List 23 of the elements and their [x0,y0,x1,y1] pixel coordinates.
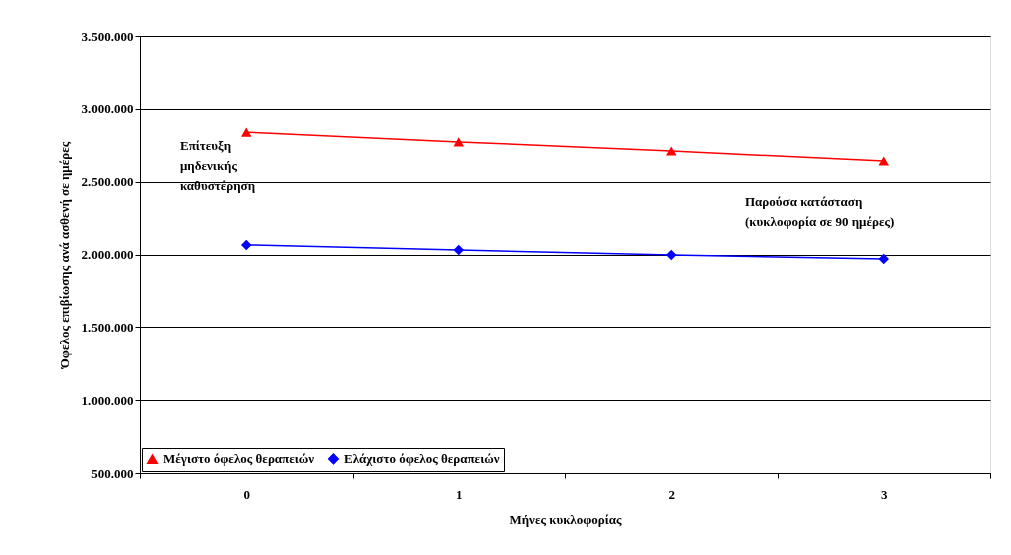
x-tick-label: 0 [243,486,250,502]
point [878,253,889,265]
legend-label: Μέγιστο όφελος θεραπειών [163,451,315,467]
x-tick-label: 1 [456,486,463,502]
y-tick-label: 500.000 [91,465,134,481]
y-tick-label: 2.500.000 [81,174,134,190]
x-tick-label: 3 [881,486,888,502]
point [666,249,677,261]
y-tick-label: 1.500.000 [81,319,134,335]
point [878,156,889,166]
point [241,127,252,137]
x-tick-label: 2 [668,486,675,502]
point [453,244,464,256]
x-axis-title: Μήνες κυκλοφορίας [509,511,623,527]
y-tick-label: 1.000.000 [81,392,134,408]
y-tick-label: 3.000.000 [81,101,134,117]
point [666,146,677,156]
legend-label: Ελάχιστο όφελος θεραπειών [344,450,500,466]
y-tick-label: 2.000.000 [81,247,134,262]
point [241,239,252,251]
annotation: Παρούσα κατάσταση (κυκλοφορία σε 90 ημέρες) [745,194,895,229]
y-tick-label: 3.500.000 [81,28,134,44]
y-axis-title: Όφελος επιβίωσης ανά ασθενή σε ημέρες [56,141,72,370]
